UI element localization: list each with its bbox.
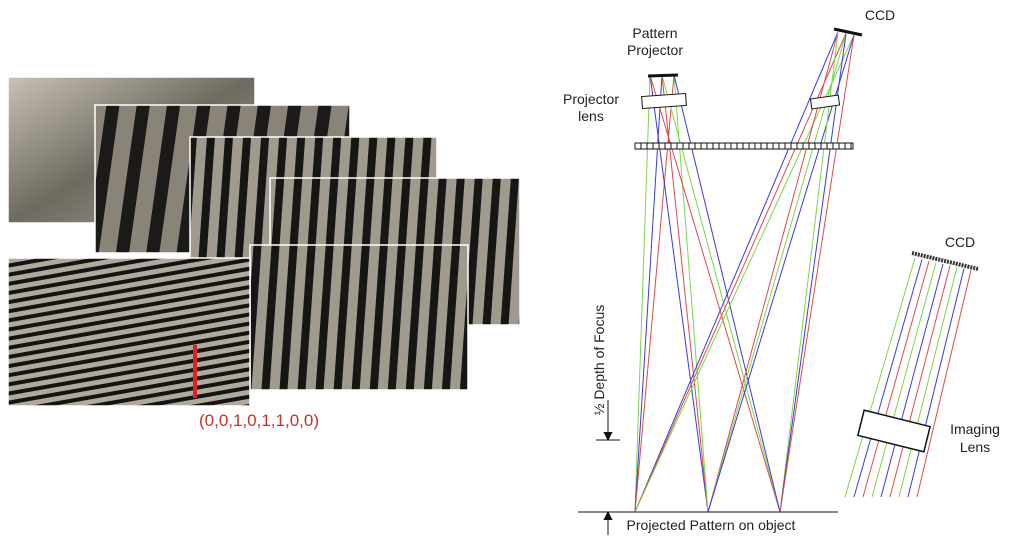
ray xyxy=(881,264,943,497)
projected-pattern-label: Projected Pattern on object xyxy=(627,517,796,533)
arrow-head xyxy=(604,512,612,520)
ray xyxy=(635,75,662,512)
figure: (0,0,1,0,1,1,0,0) PatternProjector Proje… xyxy=(0,0,1016,537)
projector-slide xyxy=(648,75,678,76)
ray xyxy=(854,260,922,498)
code-label: (0,0,1,0,1,1,0,0) xyxy=(199,411,319,430)
ccd-lens xyxy=(810,95,839,109)
ccd-top-label: CCD xyxy=(865,7,895,23)
photo-stack xyxy=(8,77,520,406)
ray xyxy=(662,75,780,512)
depth-of-focus-label: ½ Depth of Focus xyxy=(591,305,607,416)
projector-lens xyxy=(642,93,687,108)
ccd-side-label: CCD xyxy=(945,234,975,250)
grating xyxy=(635,143,853,149)
ray xyxy=(635,75,650,512)
ray xyxy=(863,261,929,497)
ray xyxy=(890,266,950,498)
ray xyxy=(908,269,964,498)
ray xyxy=(635,75,674,512)
photo xyxy=(250,245,468,390)
ray xyxy=(650,75,780,512)
photo xyxy=(8,258,250,406)
arrow-head xyxy=(604,432,612,440)
ray xyxy=(899,267,957,497)
ray xyxy=(662,75,708,512)
ray xyxy=(872,263,936,498)
